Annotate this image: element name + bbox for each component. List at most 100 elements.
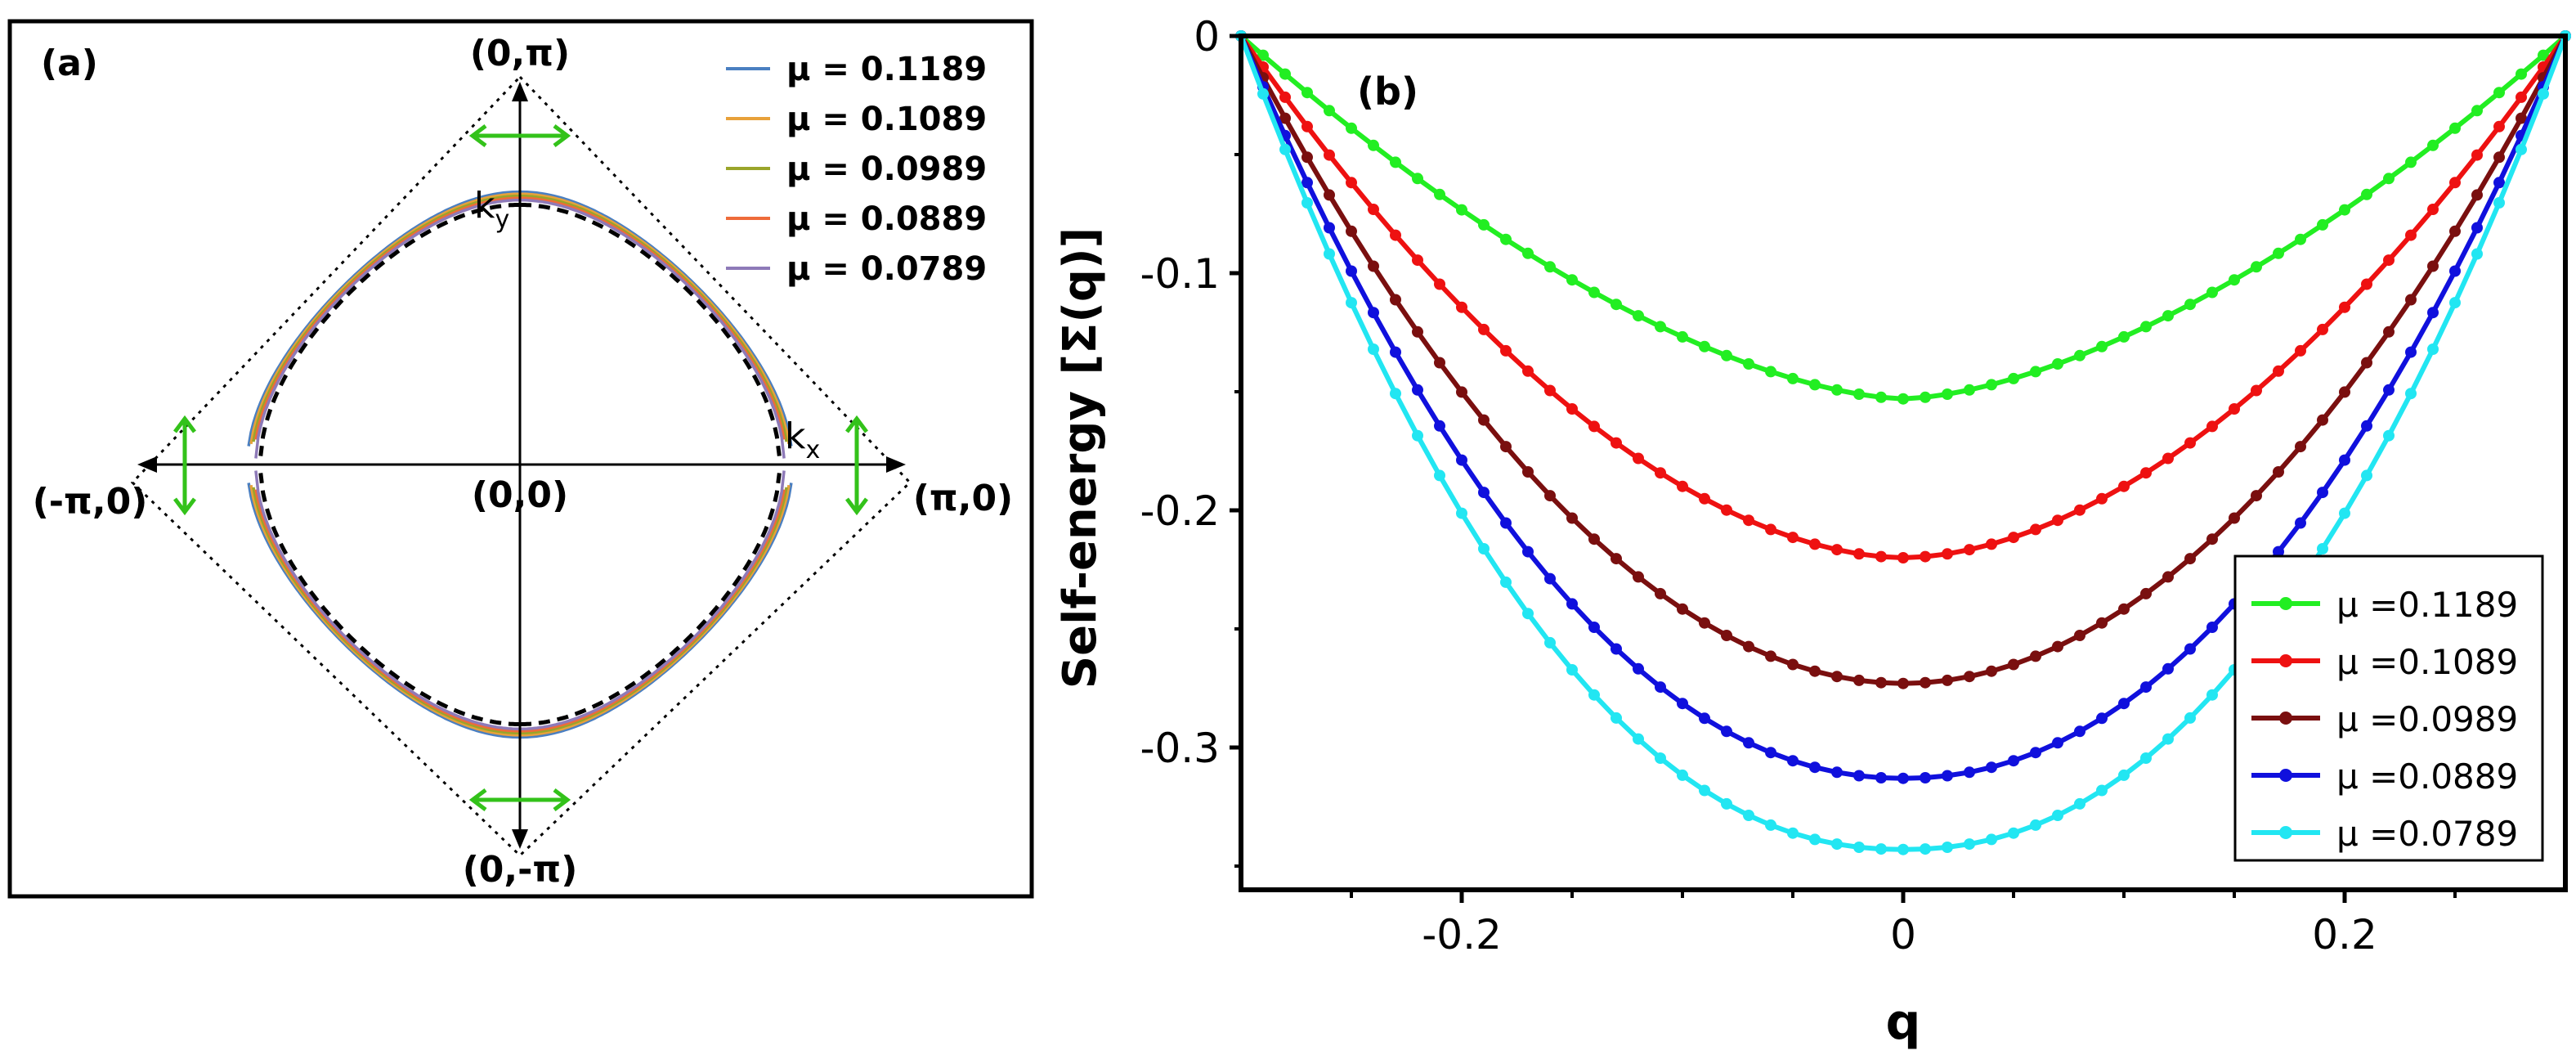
self-energy-point (1456, 507, 1467, 519)
y-axis-label: Self-energy [Σ(q)] (1054, 227, 1107, 689)
self-energy-point (1765, 819, 1776, 831)
self-energy-point (2206, 622, 2218, 633)
self-energy-point (2118, 480, 2130, 492)
self-energy-point (2096, 617, 2108, 629)
self-energy-point (1743, 737, 1754, 749)
self-energy-point (1500, 576, 1512, 588)
self-energy-point (1633, 571, 1644, 583)
self-energy-point (2427, 139, 2439, 151)
x-tick-label: 0.2 (2312, 911, 2377, 958)
legend-b-marker (2279, 712, 2292, 725)
self-energy-point (1964, 384, 1975, 396)
self-energy-point (2471, 149, 2483, 161)
self-energy-point (2427, 343, 2439, 355)
x-tick-label: -0.2 (1422, 911, 1502, 958)
self-energy-point (2184, 437, 2196, 449)
self-energy-point (2383, 429, 2395, 442)
self-energy-point (1522, 247, 1534, 259)
self-energy-point (1368, 307, 1379, 319)
label-origin: (0,0) (472, 474, 568, 516)
self-energy-point (1324, 105, 1335, 117)
self-energy-point (2273, 365, 2284, 377)
x-axis-label: q (1886, 994, 1921, 1051)
self-energy-point (2493, 177, 2505, 189)
self-energy-point (2273, 466, 2284, 478)
self-energy-point (2405, 388, 2417, 400)
self-energy-point (2008, 755, 2019, 767)
self-energy-point (1478, 543, 1490, 554)
self-energy-point (1809, 761, 1821, 774)
self-energy-point (1279, 68, 1291, 80)
self-energy-point (2052, 737, 2063, 749)
self-energy-point (1809, 833, 1821, 846)
reference-dashed-contour (520, 203, 782, 456)
reference-dashed-contour (258, 473, 520, 726)
self-energy-point (2096, 340, 2108, 352)
self-energy-point (1721, 504, 1732, 516)
self-energy-point (1500, 441, 1512, 453)
self-energy-point (1743, 640, 1754, 653)
self-energy-point (1301, 197, 1313, 209)
fermi-contour-line (247, 190, 520, 447)
self-energy-point (2493, 87, 2505, 99)
self-energy-point (1853, 674, 1865, 686)
self-energy-point (1721, 797, 1732, 810)
self-energy-point (2096, 492, 2108, 505)
self-energy-point (1942, 548, 1953, 560)
self-energy-point (2008, 658, 2019, 671)
self-energy-point (2008, 372, 2019, 384)
self-energy-point (1765, 650, 1776, 662)
self-energy-point (2339, 204, 2350, 216)
legend-a-label: μ = 0.0789 (786, 250, 987, 288)
self-energy-point (2317, 543, 2328, 554)
self-energy-point (1478, 323, 1490, 335)
self-energy-point (2118, 769, 2130, 781)
self-energy-point (2008, 827, 2019, 839)
fermi-contours (247, 190, 793, 739)
self-energy-point (1809, 665, 1821, 677)
self-energy-point (1324, 189, 1335, 201)
self-energy-point (2383, 384, 2395, 396)
self-energy-point (1853, 770, 1865, 782)
self-energy-point (2516, 91, 2527, 103)
self-energy-point (2383, 325, 2395, 338)
self-energy-point (1765, 747, 1776, 759)
self-energy-point (1897, 772, 1909, 784)
self-energy-point (1301, 177, 1313, 189)
self-energy-point (1588, 622, 1600, 633)
self-energy-point (2339, 301, 2350, 313)
self-energy-point (2096, 784, 2108, 797)
self-energy-point (1655, 681, 1666, 694)
self-energy-point (2184, 299, 2196, 311)
self-energy-point (1588, 689, 1600, 701)
self-energy-point (1920, 772, 1931, 783)
self-energy-point (1677, 769, 1688, 781)
self-energy-point (1964, 838, 1975, 851)
self-energy-point (2538, 88, 2549, 100)
fermi-contour-line (254, 198, 520, 459)
self-energy-point (1699, 492, 1710, 505)
self-energy-point (2251, 490, 2262, 502)
self-energy-point (2118, 698, 2130, 710)
fermi-contour-line (520, 470, 786, 731)
fermi-contour-line (254, 470, 520, 731)
self-energy-point (1743, 358, 1754, 370)
self-energy-point (2493, 151, 2505, 164)
self-energy-point (1522, 365, 1534, 377)
self-energy-point (1434, 357, 1445, 369)
self-energy-point (2538, 49, 2549, 61)
self-energy-point (2074, 349, 2085, 361)
self-energy-point (1566, 512, 1578, 524)
self-energy-point (2361, 469, 2372, 482)
self-energy-point (1588, 420, 1600, 433)
self-energy-point (2206, 689, 2218, 701)
self-energy-point (2493, 120, 2505, 132)
legend-a-label: μ = 0.0989 (786, 150, 987, 188)
kx-arrow-right (886, 456, 906, 473)
self-energy-point (1875, 676, 1887, 689)
legend-b-label: μ =0.0789 (2336, 814, 2518, 854)
self-energy-point (1633, 452, 1644, 465)
self-energy-point (2427, 260, 2439, 272)
self-energy-point (1566, 403, 1578, 415)
self-energy-point (1942, 674, 1953, 686)
